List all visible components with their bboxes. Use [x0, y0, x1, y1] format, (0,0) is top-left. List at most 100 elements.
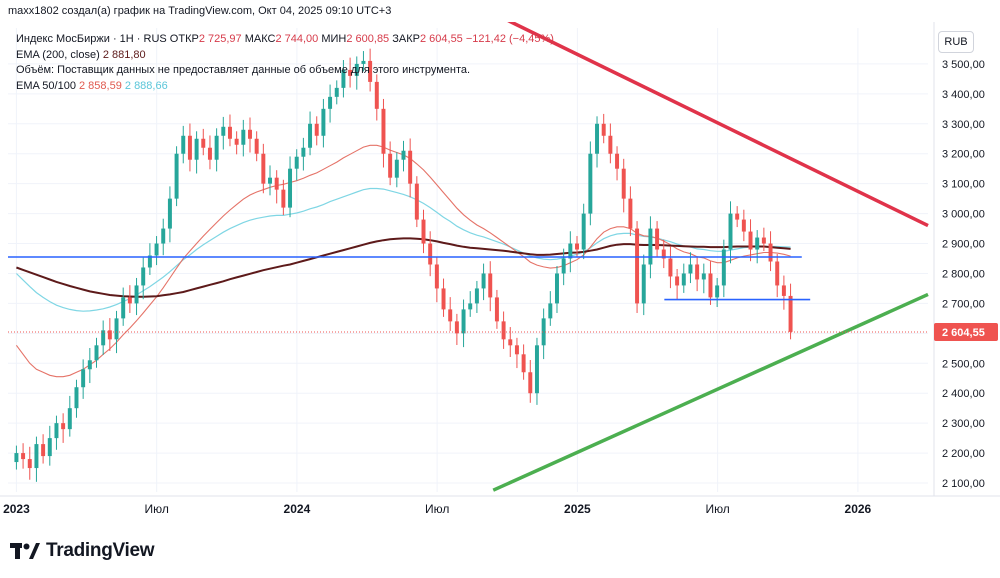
candle-body	[628, 198, 633, 229]
candle-body	[187, 135, 192, 160]
candle-body	[14, 453, 19, 463]
candle-body	[501, 321, 506, 340]
candle-body	[408, 150, 413, 184]
candle-body	[288, 168, 293, 208]
candle-body	[154, 243, 159, 256]
candle-body	[514, 345, 519, 355]
chart-grid	[8, 28, 928, 492]
candle-body	[728, 213, 733, 250]
y-tick-label: 2 500,00	[942, 358, 985, 370]
tradingview-footer[interactable]: TradingView	[10, 540, 155, 562]
y-tick-label: 3 500,00	[942, 59, 985, 71]
legend-ema-pair-row[interactable]: EMA 50/100 2 858,59 2 888,66	[16, 79, 554, 95]
candle-body	[461, 309, 466, 334]
open-label: ОТКР	[169, 33, 199, 45]
candle-body	[701, 273, 706, 280]
candle-body	[735, 213, 740, 220]
ema200-value: 2 881,80	[102, 48, 146, 61]
candle-body	[575, 243, 579, 250]
close-label: ЗАКР	[392, 33, 420, 45]
candle-body	[281, 189, 286, 208]
candle-body	[394, 159, 399, 178]
candle-body	[194, 138, 199, 160]
candle-body	[301, 147, 306, 157]
candle-body	[468, 303, 473, 310]
candle-body	[27, 459, 32, 469]
ema100-value: 2 888,66	[124, 79, 168, 92]
ema200-line	[16, 237, 791, 298]
candle-body	[521, 354, 526, 373]
candle-body	[34, 444, 39, 469]
ema200-label: EMA (200, close)	[16, 48, 100, 61]
tradingview-logo-text: TradingView	[46, 540, 155, 561]
ema-lines	[15, 144, 791, 378]
candle-body	[421, 219, 426, 244]
candle-body	[368, 60, 373, 82]
candle-body	[101, 330, 106, 346]
ema50-value: 2 858,59	[79, 79, 122, 92]
candle-body	[114, 318, 119, 340]
candle-body	[241, 129, 246, 145]
x-axis: 2023 Июл 2024 Июл 2025 Июл 2026	[0, 495, 1000, 516]
candle-body	[234, 138, 239, 145]
candle-body	[688, 264, 693, 274]
candle-body	[214, 135, 219, 160]
candle-body	[207, 147, 212, 160]
candle-body	[348, 69, 353, 76]
candle-body	[695, 264, 700, 280]
candle-body	[147, 255, 152, 268]
candle-body	[534, 345, 539, 394]
candle-body	[741, 219, 746, 232]
candle-body	[748, 231, 753, 250]
open-value: 2 725,97	[198, 33, 242, 45]
candle-body	[41, 444, 46, 457]
last-price-label: 2 604,55	[942, 327, 985, 339]
x-tick-label: Июл	[705, 502, 729, 516]
candle-body	[87, 360, 92, 370]
candle-body	[81, 369, 86, 388]
candle-body	[61, 423, 66, 430]
legend-volume-row: Объём: Поставщик данных не предоставляет…	[16, 63, 554, 79]
candle-body	[67, 408, 72, 430]
candle-body	[401, 150, 406, 160]
candle-body	[761, 237, 766, 244]
last-price-marker: 2 604,55	[8, 322, 998, 341]
candle-body	[561, 258, 566, 274]
price-chart[interactable]: 2023 Июл 2024 Июл 2025 Июл 2026 3 500,00 3 400,…	[0, 22, 1000, 522]
candle-body	[141, 267, 146, 286]
candle-body	[615, 153, 620, 169]
candle-body	[201, 138, 206, 148]
legend-ema200-row[interactable]: EMA (200, close) 2 881,80	[16, 48, 554, 64]
candle-body	[248, 129, 252, 139]
y-tick-label: 3 200,00	[942, 149, 985, 161]
candle-body	[768, 243, 773, 262]
candle-body	[581, 213, 586, 250]
currency-button[interactable]: RUB	[938, 31, 974, 53]
x-tick-label: Июл	[144, 502, 168, 516]
candle-body	[641, 264, 646, 304]
symbol-name[interactable]: Индекс МосБиржи · 1Н · RUS	[16, 33, 167, 45]
candle-body	[721, 249, 726, 286]
candle-body	[74, 387, 79, 409]
candle-body	[121, 297, 126, 319]
candle-body	[454, 321, 459, 334]
y-tick-label: 2 100,00	[942, 478, 985, 490]
candle-body	[361, 60, 366, 64]
candle-body	[541, 318, 546, 346]
y-tick-label: 3 100,00	[942, 179, 985, 191]
candle-body	[414, 183, 419, 220]
candle-body	[595, 123, 600, 154]
high-label: МАКС	[244, 33, 276, 45]
candle-body	[221, 126, 226, 136]
low-label: МИН	[321, 33, 347, 45]
legend-ohlc-row: Индекс МосБиржи · 1Н · RUS ОТКР2 725,97 …	[16, 32, 554, 48]
candle-body	[94, 345, 99, 361]
candle-body	[568, 243, 573, 259]
candle-body	[494, 297, 499, 322]
last-price-tag	[934, 322, 998, 341]
x-tick-label: 2025	[564, 502, 591, 516]
candle-body	[254, 138, 259, 154]
candle-body	[21, 453, 26, 460]
candle-body	[107, 330, 112, 340]
candle-body	[661, 249, 666, 259]
